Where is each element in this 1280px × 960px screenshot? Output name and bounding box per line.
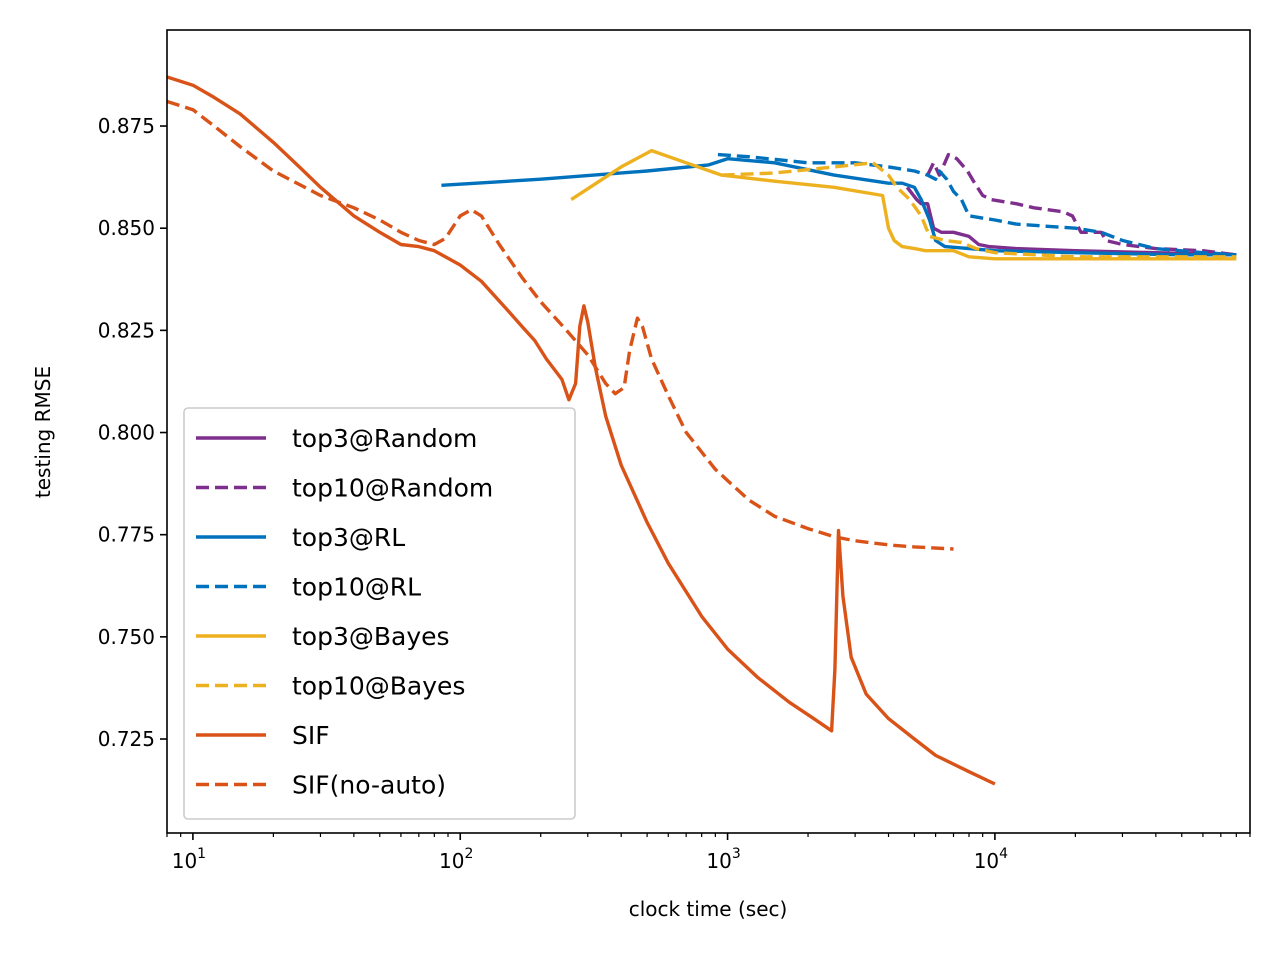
x-axis: 101 102 103 104: [166, 833, 1251, 873]
legend-label-0: top3@Random: [292, 424, 477, 453]
legend-label-6: SIF: [292, 721, 330, 750]
legend-label-3: top10@RL: [292, 573, 421, 602]
y-axis: 0.725 0.750 0.775 0.800 0.825 0.850 0.875: [98, 114, 167, 751]
series-line-1: [926, 152, 1237, 257]
legend: top3@Random top10@Random top3@RL top10@RL to…: [183, 407, 576, 820]
y-tick-label: 0.850: [98, 216, 155, 240]
legend-label-4: top3@Bayes: [292, 622, 450, 651]
legend-label-5: top10@Bayes: [292, 672, 465, 701]
x-tick-exponent: 3: [732, 846, 741, 862]
series-line-7: [167, 99, 954, 551]
series-layer: [167, 75, 1237, 786]
y-tick-label: 0.800: [98, 421, 155, 445]
y-tick-label: 0.750: [98, 625, 155, 649]
y-tick-label: 0.825: [98, 318, 155, 342]
plot-frame: [166, 29, 1251, 834]
x-tick-exponent: 2: [465, 846, 474, 862]
series-line-3: [717, 152, 1237, 257]
series-line-4: [570, 148, 1237, 261]
y-axis-label: testing RMSE: [31, 366, 55, 498]
legend-label-2: top3@RL: [292, 523, 405, 552]
legend-label-1: top10@Random: [292, 474, 493, 503]
legend-label-7: SIF(no-auto): [292, 771, 446, 800]
y-tick-label: 0.725: [98, 727, 155, 751]
series-line-5: [721, 161, 1237, 259]
legend-box: [183, 407, 576, 820]
x-tick-exponent: 4: [999, 846, 1008, 862]
x-tick-exponent: 1: [197, 846, 206, 862]
y-tick-label: 0.775: [98, 523, 155, 547]
x-axis-label: clock time (sec): [629, 897, 788, 921]
series-line-6: [167, 75, 996, 786]
y-tick-label: 0.875: [98, 114, 155, 138]
